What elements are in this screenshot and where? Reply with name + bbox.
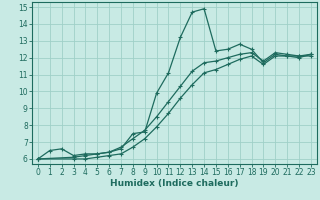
X-axis label: Humidex (Indice chaleur): Humidex (Indice chaleur) — [110, 179, 239, 188]
